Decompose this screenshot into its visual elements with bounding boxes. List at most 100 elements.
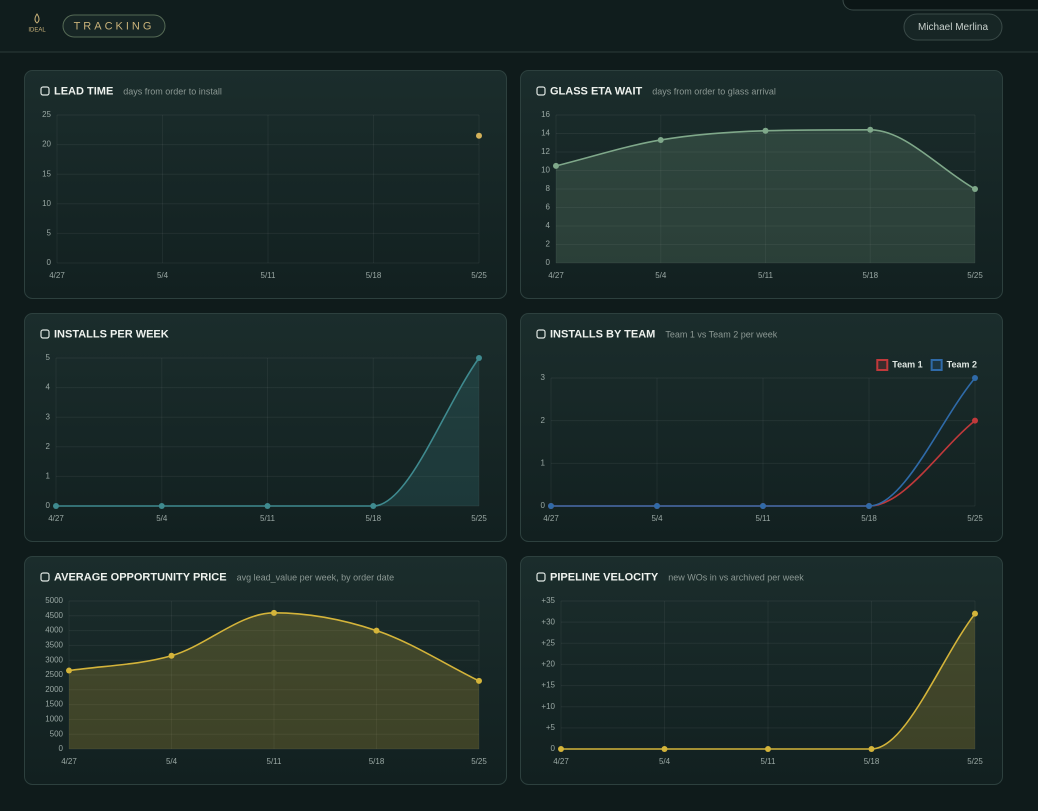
- x-tick-label: 5/11: [758, 271, 774, 280]
- y-tick-label: 4000: [45, 626, 63, 635]
- y-tick-label: 2: [46, 442, 51, 451]
- point: [972, 417, 978, 424]
- y-tick-label: 20: [42, 140, 51, 149]
- y-tick-label: +5: [546, 723, 556, 732]
- area: [56, 358, 479, 506]
- card-subtitle: days from order to glass arrival: [652, 86, 776, 96]
- y-tick-label: 3500: [45, 641, 63, 650]
- card-icon: [536, 572, 546, 582]
- x-tick-label: 5/18: [864, 757, 880, 766]
- card-title: GLASS ETA WAIT: [550, 85, 643, 97]
- point: [972, 186, 978, 192]
- card-title: LEAD TIME: [54, 85, 113, 97]
- y-tick-label: 0: [59, 744, 64, 753]
- y-tick-label: 2: [546, 240, 551, 249]
- card-icon: [536, 86, 546, 96]
- point: [476, 677, 482, 684]
- y-tick-label: +20: [541, 660, 555, 669]
- tracking-tab-label[interactable]: TRACKING: [74, 20, 155, 32]
- user-name[interactable]: Michael Merlina: [918, 22, 988, 33]
- point: [558, 746, 564, 752]
- card-subtitle: Team 1 vs Team 2 per week: [665, 329, 777, 339]
- legend-swatch: [876, 359, 889, 371]
- x-tick-label: 5/11: [756, 514, 772, 523]
- card: [24, 70, 507, 299]
- x-tick-label: 5/4: [659, 757, 671, 766]
- point: [66, 667, 72, 674]
- y-tick-label: 14: [541, 129, 550, 138]
- point: [762, 127, 769, 134]
- point: [765, 746, 771, 752]
- card: [24, 556, 507, 785]
- card-icon: [40, 329, 50, 339]
- x-tick-label: 4/27: [543, 514, 559, 523]
- point: [867, 126, 874, 133]
- x-tick-label: 5/4: [156, 514, 168, 523]
- y-tick-label: 25: [42, 110, 51, 119]
- y-tick-label: 0: [541, 501, 546, 510]
- tracking-tab[interactable]: [62, 14, 166, 38]
- point: [168, 652, 175, 659]
- y-tick-label: +10: [541, 702, 555, 711]
- y-tick-label: 2000: [45, 685, 63, 694]
- point: [654, 503, 660, 509]
- point: [553, 162, 559, 169]
- y-tick-label: 5000: [45, 596, 63, 605]
- y-tick-label: 1500: [45, 700, 63, 709]
- x-tick-label: 5/25: [471, 757, 487, 766]
- y-tick-label: 5: [46, 353, 51, 362]
- x-tick-label: 5/11: [267, 757, 283, 766]
- point: [476, 355, 482, 361]
- x-tick-label: 5/18: [862, 271, 878, 280]
- card-icon: [536, 329, 546, 339]
- area: [69, 612, 479, 749]
- point: [972, 375, 978, 381]
- logo-icon: [34, 13, 40, 24]
- point: [657, 136, 664, 143]
- y-tick-label: 3000: [45, 655, 63, 664]
- y-tick-label: 6: [546, 203, 551, 212]
- card-subtitle: days from order to install: [123, 86, 222, 96]
- x-tick-label: 5/11: [261, 271, 277, 280]
- y-tick-label: 16: [541, 110, 550, 119]
- legend-label: Team 1: [892, 359, 922, 369]
- y-tick-label: 2: [541, 416, 546, 425]
- y-tick-label: 15: [42, 169, 51, 178]
- y-tick-label: 0: [546, 258, 551, 267]
- x-tick-label: 5/11: [761, 757, 777, 766]
- point: [271, 609, 277, 616]
- y-tick-label: +35: [541, 596, 555, 605]
- x-tick-label: 5/4: [651, 514, 663, 523]
- x-tick-label: 5/25: [967, 271, 983, 280]
- x-tick-label: 5/18: [861, 514, 877, 523]
- legend-swatch: [930, 359, 943, 371]
- x-tick-label: 4/27: [553, 757, 569, 766]
- point: [868, 746, 875, 752]
- y-tick-label: 500: [50, 729, 64, 738]
- point: [53, 503, 59, 509]
- y-tick-label: 0: [47, 258, 52, 267]
- line: [551, 377, 976, 507]
- point: [866, 503, 872, 509]
- card-title: INSTALLS PER WEEK: [54, 328, 169, 340]
- y-tick-label: 3: [541, 373, 546, 382]
- x-tick-label: 4/27: [548, 271, 564, 280]
- y-tick-label: 12: [541, 147, 550, 156]
- card-subtitle: new WOs in vs archived per week: [668, 572, 804, 582]
- y-tick-label: 3: [46, 412, 51, 421]
- line: [560, 613, 976, 750]
- point: [548, 503, 554, 509]
- point: [158, 503, 165, 509]
- x-tick-label: 4/27: [49, 271, 65, 280]
- card: [520, 556, 1003, 785]
- x-tick-label: 5/18: [366, 271, 382, 280]
- card-subtitle: avg lead_value per week, by order date: [237, 572, 395, 582]
- x-tick-label: 5/4: [655, 271, 667, 280]
- card-title: INSTALLS BY TEAM: [550, 328, 655, 340]
- area: [556, 129, 975, 263]
- area: [561, 613, 975, 749]
- user-menu[interactable]: [903, 13, 1003, 41]
- card: [24, 313, 507, 542]
- x-tick-label: 5/4: [166, 757, 178, 766]
- line: [56, 357, 480, 507]
